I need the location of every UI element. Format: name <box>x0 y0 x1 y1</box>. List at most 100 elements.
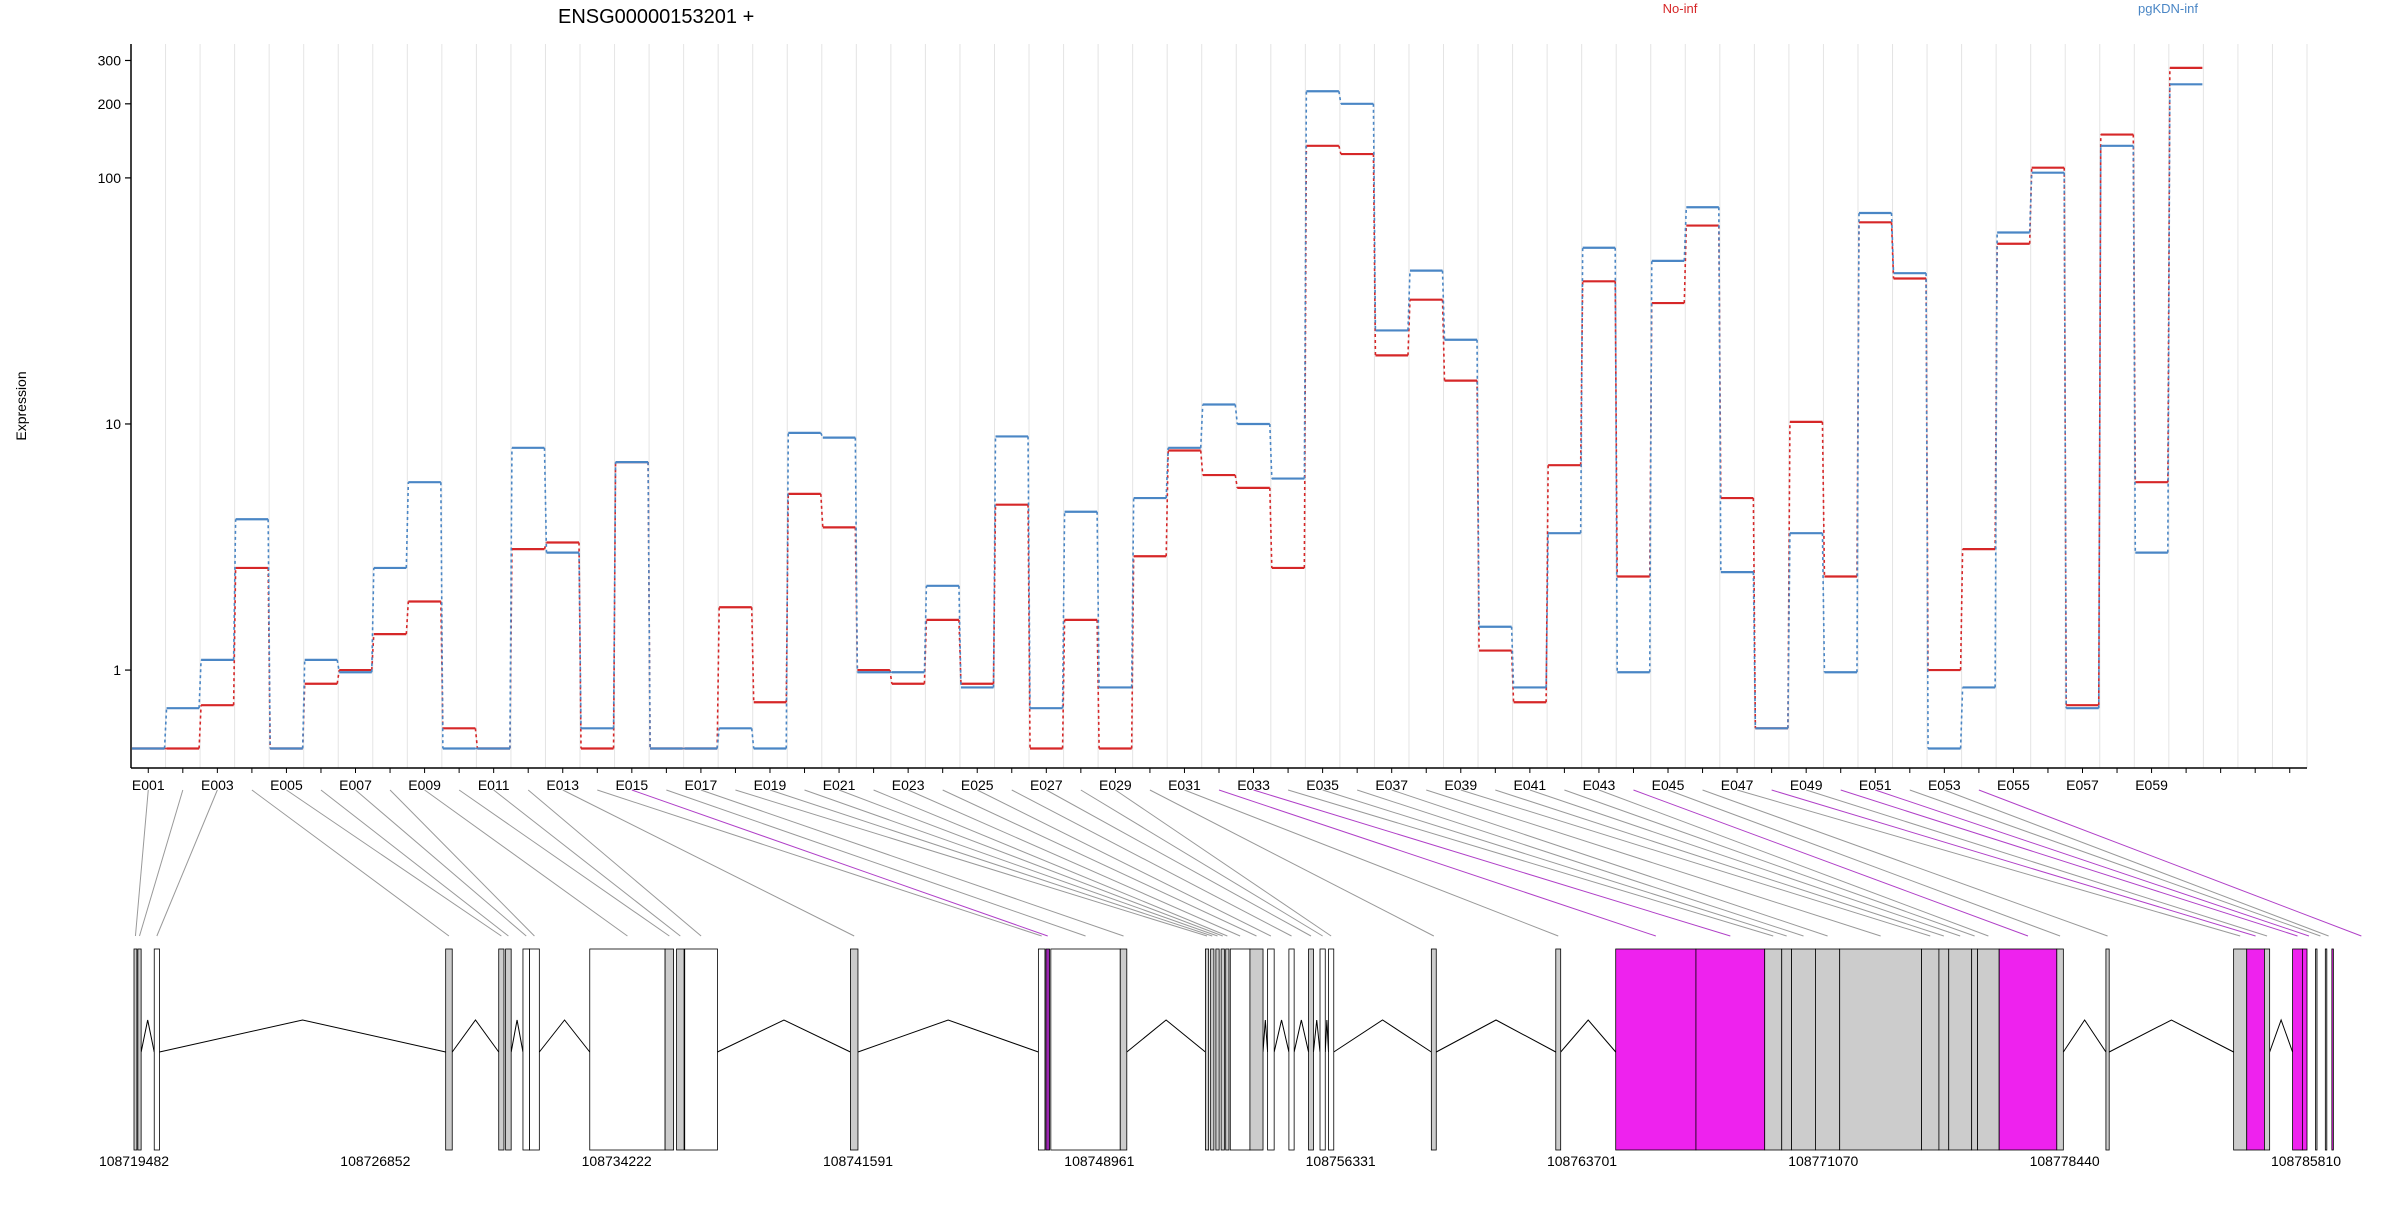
exon-connector <box>1149 789 1435 937</box>
intron-line <box>1262 1019 1269 1053</box>
coordinate-label: 108719482 <box>99 1153 169 1169</box>
series-step-connector <box>2063 172 2068 709</box>
exon-block <box>1430 948 1437 1151</box>
exon-connector <box>1322 789 1787 937</box>
series-step-connector <box>1234 474 1239 488</box>
intron-line <box>140 1019 155 1053</box>
intron-line <box>2062 1019 2107 1053</box>
exon-connector <box>1287 789 1774 937</box>
x-tick-label: E023 <box>892 777 925 793</box>
x-tick-label: E051 <box>1859 777 1892 793</box>
y-tick-label: 300 <box>98 52 122 68</box>
series-step-connector <box>785 432 790 749</box>
exon-connector <box>562 789 855 937</box>
exon-block <box>498 948 505 1151</box>
y-tick-label: 100 <box>98 170 122 186</box>
exon-connector <box>139 789 184 937</box>
exon-block <box>1921 948 1940 1151</box>
exon-block <box>1695 948 1766 1151</box>
x-tick-label: E029 <box>1099 777 1132 793</box>
exon-block <box>1815 948 1841 1151</box>
x-tick-label: E043 <box>1583 777 1616 793</box>
x-tick-label: E041 <box>1514 777 1547 793</box>
exon-block <box>505 948 512 1151</box>
series-step-connector <box>1821 533 1826 673</box>
exon-connector <box>1080 789 1323 937</box>
series-step-connector <box>1787 533 1791 729</box>
exon-connector <box>1564 789 1975 937</box>
series-step-connector <box>1130 556 1135 749</box>
x-tick-label: E049 <box>1790 777 1823 793</box>
series-step-connector <box>1303 91 1308 479</box>
series-step-connector <box>1683 225 1688 304</box>
intron-line <box>717 1019 851 1053</box>
exon-block <box>1037 948 1046 1151</box>
x-tick-label: E035 <box>1306 777 1339 793</box>
exon-block <box>1204 948 1210 1151</box>
series-step-connector <box>198 705 202 749</box>
exon-connector <box>700 789 1124 937</box>
intron-line <box>2269 1018 2294 1053</box>
exon-block <box>664 948 674 1151</box>
y-axis-label: Expression <box>13 371 29 440</box>
legend-label-pgkdn-inf: pgKDN-inf <box>2138 1 2198 16</box>
axes <box>130 44 2307 769</box>
exon-block <box>850 948 859 1151</box>
exon-connector <box>1736 789 2241 937</box>
exon-connector <box>355 789 527 937</box>
exon-block <box>684 948 718 1151</box>
intron-line <box>1273 1019 1290 1053</box>
series-step-connector <box>1959 549 1964 671</box>
series-step-connector <box>440 482 444 749</box>
exon-connector <box>156 789 218 937</box>
series-step-connector <box>1441 299 1446 381</box>
intron-line <box>159 1019 446 1053</box>
exon-connector <box>873 789 1228 937</box>
exon-connector <box>1460 789 1931 937</box>
series-pgkdn-inf <box>132 83 2203 750</box>
series-step-connector <box>1648 260 1653 673</box>
x-tick-label: E021 <box>823 777 856 793</box>
coordinate-label: 108778440 <box>2030 1153 2100 1169</box>
series-step-connector <box>1269 487 1273 568</box>
x-tick-label: E005 <box>270 777 303 793</box>
coordinate-label: 108748961 <box>1064 1153 1134 1169</box>
series-step-connector <box>1614 281 1619 577</box>
x-tick-label: E027 <box>1030 777 1063 793</box>
intron-line <box>1560 1019 1617 1053</box>
exon-block <box>522 948 530 1151</box>
series-step-connector <box>1856 212 1860 673</box>
series-step-connector <box>163 708 168 749</box>
x-tick-label: E033 <box>1237 777 1270 793</box>
exon-connectors <box>134 789 2362 937</box>
exon-block <box>1998 948 2058 1151</box>
exon-connector <box>1391 789 1828 937</box>
x-tick-label: E001 <box>132 777 165 793</box>
exon-block <box>1938 948 1950 1151</box>
exon-block <box>1791 948 1816 1151</box>
exon-connector <box>1840 789 2298 937</box>
x-tick-label: E059 <box>2135 777 2168 793</box>
y-tick-label: 10 <box>105 416 121 432</box>
series-step-connector <box>1061 511 1066 709</box>
exon-block <box>1615 948 1697 1151</box>
exon-block <box>2292 948 2303 1151</box>
exon-block <box>2324 948 2328 1151</box>
exon-block <box>137 948 142 1151</box>
series-step-connector <box>370 567 375 673</box>
x-tick-label: E013 <box>546 777 579 793</box>
y-tick-label: 200 <box>98 96 122 112</box>
x-tick-label: E009 <box>408 777 441 793</box>
exon-block <box>2315 948 2318 1151</box>
x-tick-label: E057 <box>2066 777 2099 793</box>
exon-connector <box>666 789 1086 937</box>
exon-connector <box>1771 789 2256 937</box>
exon-connector <box>1253 789 1731 937</box>
exon-block <box>1119 948 1128 1151</box>
exon-connector <box>1357 789 1804 937</box>
series-step-connector <box>301 659 306 749</box>
exon-connector <box>1011 789 1292 937</box>
exon-connector <box>1046 789 1312 937</box>
x-tick-label: E017 <box>685 777 718 793</box>
exon-block <box>529 948 540 1151</box>
